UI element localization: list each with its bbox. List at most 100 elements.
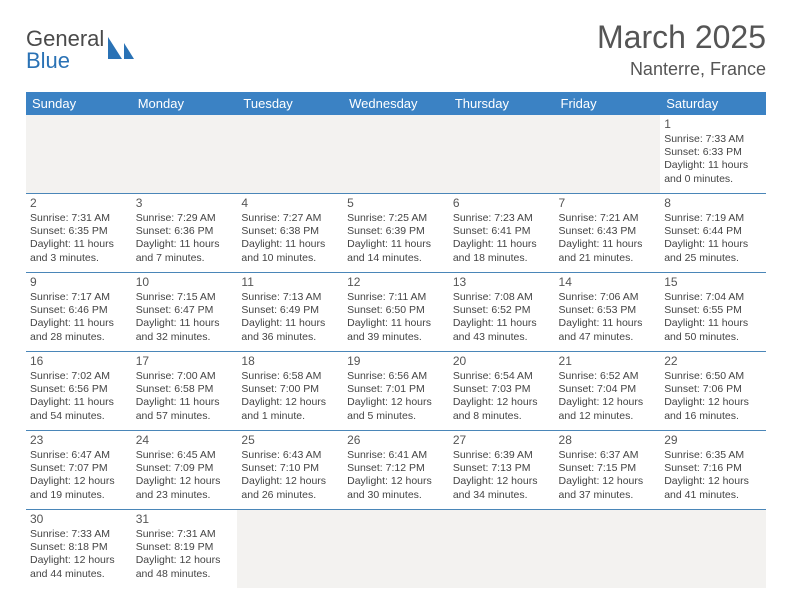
day-number: 31 xyxy=(136,512,234,527)
calendar-cell: 11Sunrise: 7:13 AMSunset: 6:49 PMDayligh… xyxy=(237,273,343,352)
day-number: 27 xyxy=(453,433,551,448)
sunrise-text: Sunrise: 7:23 AM xyxy=(453,212,551,225)
sunrise-text: Sunrise: 7:04 AM xyxy=(664,291,762,304)
sunset-text: Sunset: 6:46 PM xyxy=(30,304,128,317)
weekday-header: Friday xyxy=(555,92,661,115)
daylight-text: Daylight: 11 hours and 21 minutes. xyxy=(559,238,657,264)
day-number: 7 xyxy=(559,196,657,211)
calendar-row: 1Sunrise: 7:33 AMSunset: 6:33 PMDaylight… xyxy=(26,115,766,194)
weekday-header: Monday xyxy=(132,92,238,115)
daylight-text: Daylight: 11 hours and 10 minutes. xyxy=(241,238,339,264)
calendar-row: 2Sunrise: 7:31 AMSunset: 6:35 PMDaylight… xyxy=(26,194,766,273)
day-number: 5 xyxy=(347,196,445,211)
daylight-text: Daylight: 11 hours and 39 minutes. xyxy=(347,317,445,343)
sunset-text: Sunset: 6:47 PM xyxy=(136,304,234,317)
calendar-cell-empty xyxy=(237,115,343,194)
daylight-text: Daylight: 12 hours and 26 minutes. xyxy=(241,475,339,501)
sunrise-text: Sunrise: 7:29 AM xyxy=(136,212,234,225)
sunset-text: Sunset: 7:03 PM xyxy=(453,383,551,396)
calendar-cell: 25Sunrise: 6:43 AMSunset: 7:10 PMDayligh… xyxy=(237,431,343,510)
title-block: March 2025 Nanterre, France xyxy=(597,20,766,88)
logo: General Blue xyxy=(26,28,136,72)
calendar-cell-empty xyxy=(343,115,449,194)
daylight-text: Daylight: 12 hours and 12 minutes. xyxy=(559,396,657,422)
day-number: 23 xyxy=(30,433,128,448)
day-number: 17 xyxy=(136,354,234,369)
calendar-cell: 2Sunrise: 7:31 AMSunset: 6:35 PMDaylight… xyxy=(26,194,132,273)
sunrise-text: Sunrise: 7:19 AM xyxy=(664,212,762,225)
daylight-text: Daylight: 11 hours and 43 minutes. xyxy=(453,317,551,343)
day-number: 28 xyxy=(559,433,657,448)
sunset-text: Sunset: 7:06 PM xyxy=(664,383,762,396)
calendar-cell: 9Sunrise: 7:17 AMSunset: 6:46 PMDaylight… xyxy=(26,273,132,352)
calendar-cell-empty xyxy=(660,510,766,589)
day-number: 30 xyxy=(30,512,128,527)
weekday-header: Tuesday xyxy=(237,92,343,115)
calendar-cell: 15Sunrise: 7:04 AMSunset: 6:55 PMDayligh… xyxy=(660,273,766,352)
calendar-cell-empty xyxy=(132,115,238,194)
sunset-text: Sunset: 7:13 PM xyxy=(453,462,551,475)
calendar-cell: 3Sunrise: 7:29 AMSunset: 6:36 PMDaylight… xyxy=(132,194,238,273)
calendar-row: 16Sunrise: 7:02 AMSunset: 6:56 PMDayligh… xyxy=(26,352,766,431)
calendar-cell: 28Sunrise: 6:37 AMSunset: 7:15 PMDayligh… xyxy=(555,431,661,510)
day-number: 24 xyxy=(136,433,234,448)
sunset-text: Sunset: 7:07 PM xyxy=(30,462,128,475)
daylight-text: Daylight: 11 hours and 36 minutes. xyxy=(241,317,339,343)
daylight-text: Daylight: 12 hours and 23 minutes. xyxy=(136,475,234,501)
sunset-text: Sunset: 6:38 PM xyxy=(241,225,339,238)
calendar-cell: 6Sunrise: 7:23 AMSunset: 6:41 PMDaylight… xyxy=(449,194,555,273)
day-number: 4 xyxy=(241,196,339,211)
sunrise-text: Sunrise: 6:35 AM xyxy=(664,449,762,462)
daylight-text: Daylight: 12 hours and 34 minutes. xyxy=(453,475,551,501)
sunrise-text: Sunrise: 6:50 AM xyxy=(664,370,762,383)
calendar-cell-empty xyxy=(26,115,132,194)
calendar-cell: 19Sunrise: 6:56 AMSunset: 7:01 PMDayligh… xyxy=(343,352,449,431)
calendar-cell: 26Sunrise: 6:41 AMSunset: 7:12 PMDayligh… xyxy=(343,431,449,510)
day-number: 8 xyxy=(664,196,762,211)
daylight-text: Daylight: 11 hours and 3 minutes. xyxy=(30,238,128,264)
calendar-cell: 24Sunrise: 6:45 AMSunset: 7:09 PMDayligh… xyxy=(132,431,238,510)
sunrise-text: Sunrise: 7:02 AM xyxy=(30,370,128,383)
day-number: 3 xyxy=(136,196,234,211)
day-number: 12 xyxy=(347,275,445,290)
sunrise-text: Sunrise: 7:17 AM xyxy=(30,291,128,304)
calendar-cell: 20Sunrise: 6:54 AMSunset: 7:03 PMDayligh… xyxy=(449,352,555,431)
calendar-cell: 18Sunrise: 6:58 AMSunset: 7:00 PMDayligh… xyxy=(237,352,343,431)
weekday-header: Wednesday xyxy=(343,92,449,115)
day-number: 26 xyxy=(347,433,445,448)
sunset-text: Sunset: 8:18 PM xyxy=(30,541,128,554)
daylight-text: Daylight: 12 hours and 8 minutes. xyxy=(453,396,551,422)
sunset-text: Sunset: 6:33 PM xyxy=(664,146,762,159)
calendar-cell-empty xyxy=(237,510,343,589)
calendar-cell: 16Sunrise: 7:02 AMSunset: 6:56 PMDayligh… xyxy=(26,352,132,431)
sunset-text: Sunset: 6:43 PM xyxy=(559,225,657,238)
calendar-cell: 12Sunrise: 7:11 AMSunset: 6:50 PMDayligh… xyxy=(343,273,449,352)
calendar-page: General Blue March 2025 Nanterre, France… xyxy=(0,0,792,588)
day-number: 20 xyxy=(453,354,551,369)
sunrise-text: Sunrise: 7:08 AM xyxy=(453,291,551,304)
sunrise-text: Sunrise: 7:25 AM xyxy=(347,212,445,225)
logo-word-2: Blue xyxy=(26,48,70,73)
day-number: 13 xyxy=(453,275,551,290)
daylight-text: Daylight: 11 hours and 54 minutes. xyxy=(30,396,128,422)
sunset-text: Sunset: 6:44 PM xyxy=(664,225,762,238)
calendar-cell: 10Sunrise: 7:15 AMSunset: 6:47 PMDayligh… xyxy=(132,273,238,352)
sunset-text: Sunset: 6:50 PM xyxy=(347,304,445,317)
sunrise-text: Sunrise: 7:21 AM xyxy=(559,212,657,225)
sunrise-text: Sunrise: 7:11 AM xyxy=(347,291,445,304)
sunrise-text: Sunrise: 6:45 AM xyxy=(136,449,234,462)
sunrise-text: Sunrise: 7:15 AM xyxy=(136,291,234,304)
sunset-text: Sunset: 7:12 PM xyxy=(347,462,445,475)
calendar-table: SundayMondayTuesdayWednesdayThursdayFrid… xyxy=(26,92,766,588)
weekday-header: Thursday xyxy=(449,92,555,115)
daylight-text: Daylight: 12 hours and 41 minutes. xyxy=(664,475,762,501)
sunrise-text: Sunrise: 7:27 AM xyxy=(241,212,339,225)
calendar-cell-empty xyxy=(343,510,449,589)
calendar-cell-empty xyxy=(449,510,555,589)
day-number: 11 xyxy=(241,275,339,290)
sunset-text: Sunset: 6:56 PM xyxy=(30,383,128,396)
sunrise-text: Sunrise: 7:31 AM xyxy=(30,212,128,225)
daylight-text: Daylight: 12 hours and 16 minutes. xyxy=(664,396,762,422)
sunset-text: Sunset: 6:41 PM xyxy=(453,225,551,238)
sunset-text: Sunset: 7:09 PM xyxy=(136,462,234,475)
